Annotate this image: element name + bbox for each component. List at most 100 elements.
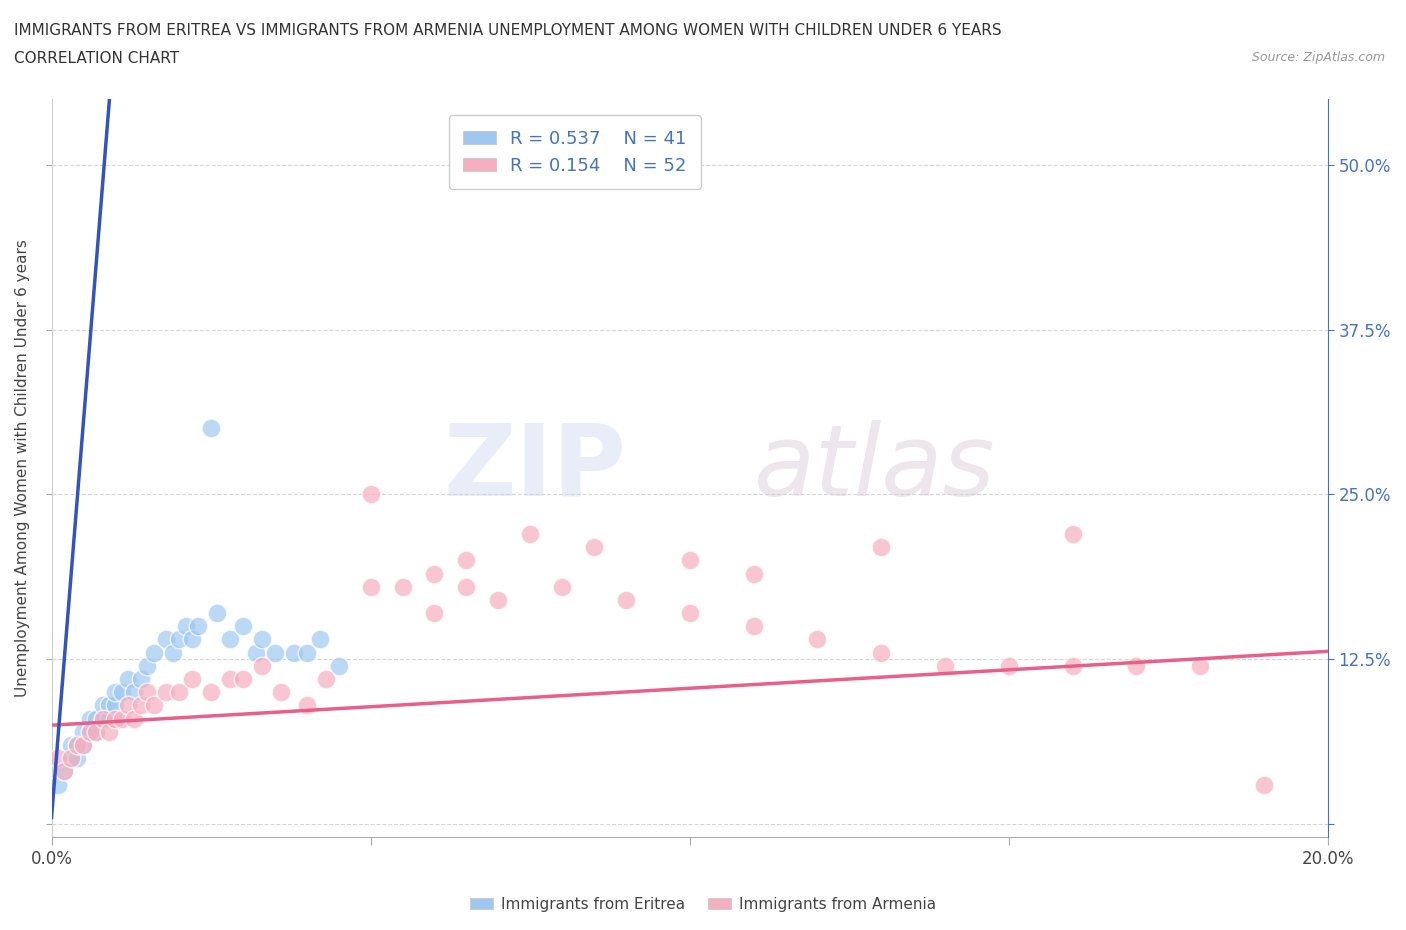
Point bbox=[155, 684, 177, 699]
Point bbox=[72, 724, 94, 739]
Point bbox=[155, 632, 177, 647]
Point bbox=[870, 645, 893, 660]
Point bbox=[181, 671, 204, 686]
Point bbox=[360, 579, 382, 594]
Point bbox=[66, 737, 89, 752]
Point bbox=[91, 711, 114, 726]
Point bbox=[742, 618, 765, 633]
Point bbox=[117, 698, 139, 713]
Point bbox=[1125, 658, 1147, 673]
Point bbox=[295, 698, 318, 713]
Point bbox=[162, 645, 184, 660]
Point bbox=[104, 698, 127, 713]
Point bbox=[870, 539, 893, 554]
Point bbox=[98, 711, 121, 726]
Point bbox=[72, 737, 94, 752]
Point bbox=[1062, 658, 1084, 673]
Text: atlas: atlas bbox=[754, 419, 995, 516]
Point bbox=[46, 751, 69, 765]
Point bbox=[142, 698, 165, 713]
Point bbox=[679, 553, 702, 568]
Point bbox=[315, 671, 337, 686]
Point bbox=[486, 592, 509, 607]
Point bbox=[79, 711, 101, 726]
Point bbox=[219, 632, 242, 647]
Point bbox=[270, 684, 292, 699]
Point bbox=[360, 487, 382, 502]
Point bbox=[79, 724, 101, 739]
Point bbox=[1189, 658, 1212, 673]
Point bbox=[456, 553, 478, 568]
Point bbox=[53, 764, 76, 778]
Point bbox=[72, 737, 94, 752]
Point bbox=[934, 658, 956, 673]
Point bbox=[129, 698, 152, 713]
Point bbox=[136, 684, 159, 699]
Point bbox=[124, 684, 146, 699]
Point bbox=[200, 684, 222, 699]
Point bbox=[59, 751, 82, 765]
Point bbox=[679, 605, 702, 620]
Point bbox=[84, 724, 107, 739]
Point bbox=[207, 605, 229, 620]
Point bbox=[91, 698, 114, 713]
Point bbox=[46, 777, 69, 792]
Point bbox=[456, 579, 478, 594]
Text: Source: ZipAtlas.com: Source: ZipAtlas.com bbox=[1251, 51, 1385, 64]
Point bbox=[308, 632, 330, 647]
Legend: R = 0.537    N = 41, R = 0.154    N = 52: R = 0.537 N = 41, R = 0.154 N = 52 bbox=[449, 115, 702, 189]
Point bbox=[614, 592, 637, 607]
Point bbox=[187, 618, 209, 633]
Point bbox=[129, 671, 152, 686]
Point bbox=[53, 764, 76, 778]
Point bbox=[200, 421, 222, 436]
Point bbox=[806, 632, 828, 647]
Point bbox=[998, 658, 1021, 673]
Point bbox=[232, 618, 254, 633]
Point bbox=[91, 711, 114, 726]
Point bbox=[111, 684, 134, 699]
Text: CORRELATION CHART: CORRELATION CHART bbox=[14, 51, 179, 66]
Point bbox=[551, 579, 574, 594]
Point bbox=[264, 645, 287, 660]
Point bbox=[59, 737, 82, 752]
Y-axis label: Unemployment Among Women with Children Under 6 years: Unemployment Among Women with Children U… bbox=[15, 239, 30, 697]
Point bbox=[98, 698, 121, 713]
Point bbox=[295, 645, 318, 660]
Point bbox=[174, 618, 197, 633]
Point bbox=[117, 671, 139, 686]
Point bbox=[84, 724, 107, 739]
Text: IMMIGRANTS FROM ERITREA VS IMMIGRANTS FROM ARMENIA UNEMPLOYMENT AMONG WOMEN WITH: IMMIGRANTS FROM ERITREA VS IMMIGRANTS FR… bbox=[14, 23, 1001, 38]
Legend: Immigrants from Eritrea, Immigrants from Armenia: Immigrants from Eritrea, Immigrants from… bbox=[464, 891, 942, 918]
Point bbox=[136, 658, 159, 673]
Point bbox=[79, 724, 101, 739]
Point bbox=[124, 711, 146, 726]
Point bbox=[250, 632, 273, 647]
Point bbox=[84, 711, 107, 726]
Point bbox=[104, 684, 127, 699]
Point bbox=[167, 632, 190, 647]
Point bbox=[111, 711, 134, 726]
Point bbox=[98, 724, 121, 739]
Point bbox=[66, 737, 89, 752]
Point bbox=[142, 645, 165, 660]
Point bbox=[328, 658, 350, 673]
Point bbox=[582, 539, 605, 554]
Point bbox=[423, 566, 446, 581]
Point bbox=[283, 645, 305, 660]
Point bbox=[1062, 526, 1084, 541]
Point bbox=[219, 671, 242, 686]
Point bbox=[519, 526, 541, 541]
Point bbox=[742, 566, 765, 581]
Point bbox=[391, 579, 413, 594]
Point bbox=[232, 671, 254, 686]
Point bbox=[423, 605, 446, 620]
Text: ZIP: ZIP bbox=[443, 419, 626, 516]
Point bbox=[167, 684, 190, 699]
Point bbox=[181, 632, 204, 647]
Point bbox=[59, 751, 82, 765]
Point bbox=[104, 711, 127, 726]
Point bbox=[245, 645, 267, 660]
Point bbox=[250, 658, 273, 673]
Point bbox=[66, 751, 89, 765]
